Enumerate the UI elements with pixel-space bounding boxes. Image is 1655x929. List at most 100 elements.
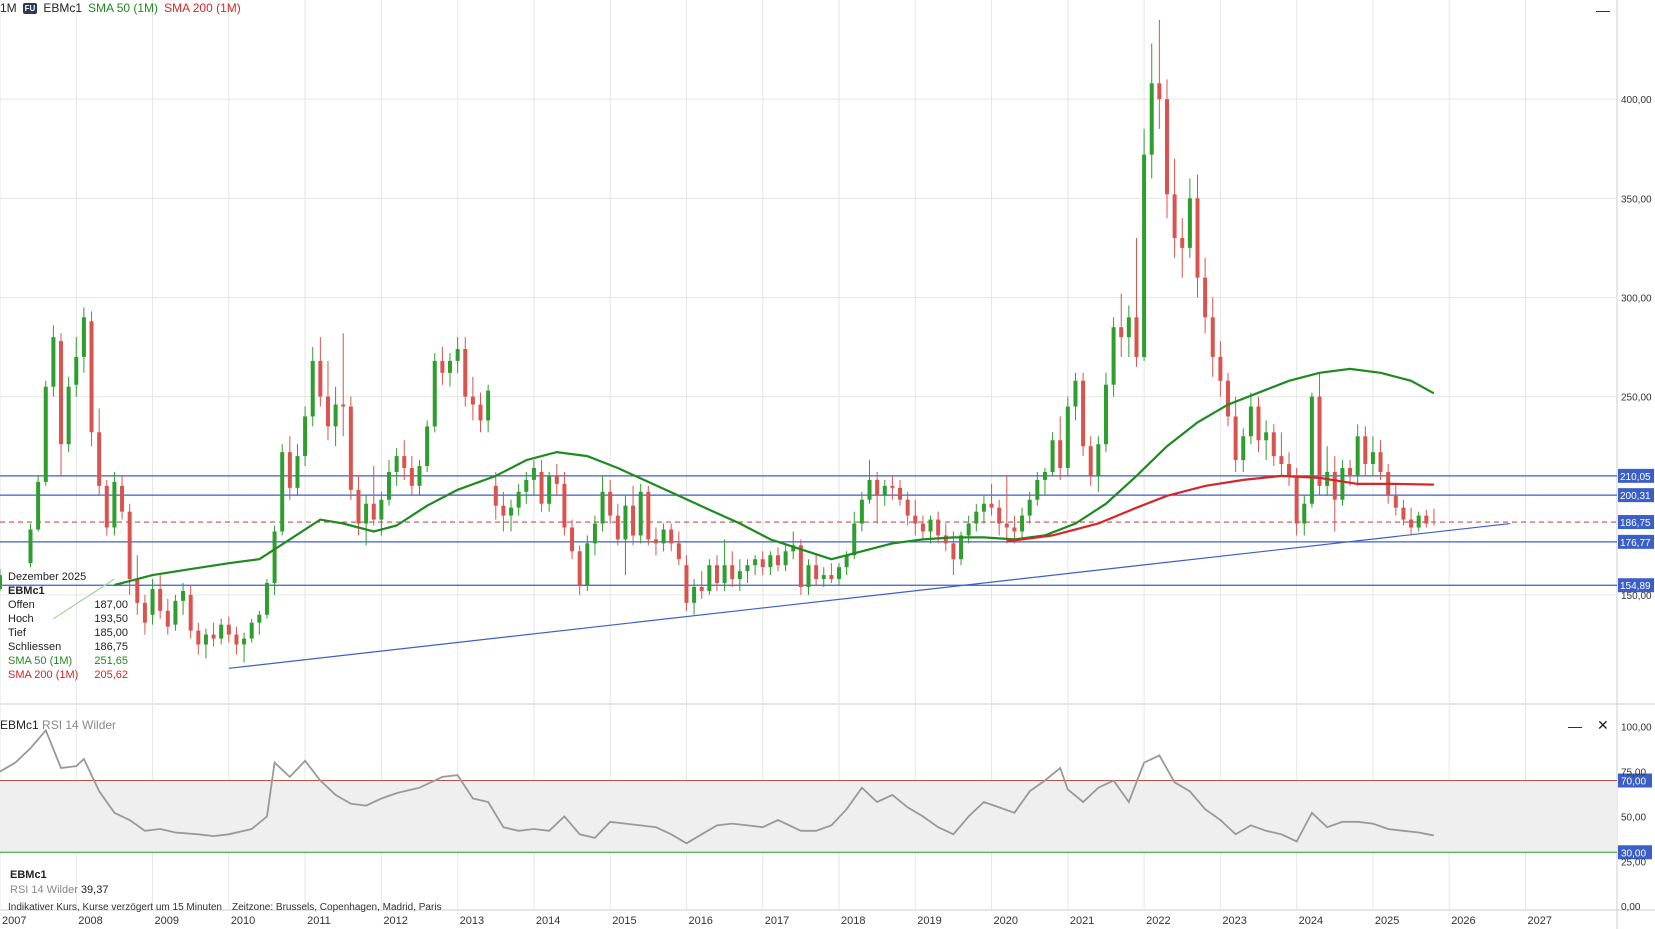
candle-body [303, 416, 308, 457]
candle-body [1416, 515, 1421, 528]
rsi-tick-label: 25,00 [1621, 857, 1646, 868]
candle-body [585, 543, 590, 586]
candle-body [509, 507, 514, 516]
candle-body [432, 360, 437, 427]
axes: 2007 2008 2009 2010 2011 2012 2013 2014 2015 2016… [2, 95, 1652, 927]
candle-body [943, 535, 948, 544]
candle-body [875, 479, 880, 496]
x-tick-label: 2012 [383, 915, 407, 927]
candle-body [211, 634, 216, 639]
chart-header: 1M FU EBMc1 SMA 50 (1M) SMA 200 (1M) [0, 0, 241, 16]
candle-body [562, 483, 567, 528]
candle-body [1172, 194, 1177, 238]
candle-body [997, 507, 1002, 524]
rsi-tick-label: 50,00 [1621, 812, 1646, 823]
candle-body [1134, 317, 1139, 357]
candle-body [28, 529, 33, 564]
candle-body [661, 529, 666, 544]
candle-body [623, 505, 628, 540]
sma200-label[interactable]: SMA 200 (1M) [164, 1, 241, 15]
x-tick-label: 2026 [1451, 915, 1475, 927]
candle-body [249, 622, 254, 639]
legend-high: Hoch 193,50 [8, 613, 128, 625]
sma50-line [114, 367, 1435, 587]
candle-body [493, 485, 498, 506]
candle-body [59, 341, 64, 445]
candle-body [104, 485, 109, 528]
candle-body [0, 575, 2, 589]
candle-body [577, 551, 582, 586]
rsi-close-icon[interactable]: ✕ [1597, 717, 1609, 733]
candle-body [684, 565, 689, 603]
rsi-level-tag [1618, 773, 1652, 788]
x-tick-label: 2017 [765, 915, 789, 927]
candle-body [775, 555, 780, 566]
price-level-tag [1618, 515, 1654, 530]
candle-body [760, 559, 765, 568]
rsi-minimize-icon[interactable]: — [1568, 718, 1582, 734]
candle-body [425, 426, 430, 467]
candle-body [127, 511, 132, 580]
candle-body [1309, 396, 1314, 504]
candle-body [1126, 317, 1131, 338]
legend-sma50: SMA 50 (1M) 251,65 [8, 655, 128, 667]
trendline [228, 522, 1511, 669]
candle-body [341, 404, 346, 407]
rsi-symbol[interactable]: EBMc1 [0, 718, 39, 732]
candle-body [783, 551, 788, 566]
candle-body [371, 503, 376, 520]
sma50-label[interactable]: SMA 50 (1M) [88, 1, 159, 15]
candle-body [730, 565, 735, 580]
candle-body [409, 468, 414, 486]
candle-body [97, 432, 102, 486]
x-tick-label: 2019 [917, 915, 941, 927]
rsi-legend: EBMc1 RSI 14 Wilder 39,37 [10, 868, 108, 898]
candle-body [348, 406, 353, 490]
minimize-icon[interactable]: — [1596, 2, 1610, 18]
x-tick-label: 2027 [1527, 915, 1551, 927]
candle-body [318, 360, 323, 397]
candle-body [257, 614, 262, 623]
rsi-level-tag [1618, 845, 1652, 860]
candle-body [1111, 327, 1116, 385]
candle-body [74, 356, 79, 385]
candle-body [1370, 452, 1375, 465]
candle-body [1317, 396, 1322, 486]
x-tick-label: 2014 [536, 915, 560, 927]
candle-body [798, 545, 803, 587]
symbol-label[interactable]: EBMc1 [43, 1, 83, 15]
candle-body [1401, 507, 1406, 520]
legend-date: Dezember 2025 [8, 571, 87, 583]
candle-body [1073, 380, 1078, 407]
candle-body [150, 588, 155, 615]
candle-body [1424, 515, 1429, 524]
candle-body [714, 565, 719, 584]
candle-body [1294, 475, 1299, 524]
candle-body [1149, 83, 1154, 155]
candle-body [936, 519, 941, 536]
candle-body [1233, 416, 1238, 461]
candle-body [264, 583, 269, 615]
candle-body [486, 390, 491, 421]
rsi-label[interactable]: RSI 14 Wilder [42, 718, 117, 732]
interval-label[interactable]: 1M [0, 1, 17, 15]
candle-body [867, 479, 872, 500]
candle-body [554, 475, 559, 484]
candle-body [181, 590, 186, 601]
candle-body [531, 468, 536, 480]
candle-body [1088, 446, 1093, 476]
trendline [53, 578, 115, 620]
x-tick-label: 2022 [1146, 915, 1170, 927]
candle-body [402, 456, 407, 469]
candle-body [1195, 198, 1200, 278]
candle-body [669, 529, 674, 544]
legend-close: Schliessen 186,75 [8, 641, 128, 653]
candle-body [226, 624, 231, 635]
candle-body [1340, 468, 1345, 500]
candle-body [448, 360, 453, 373]
candle-body [806, 565, 811, 587]
candle-body [821, 575, 826, 580]
candle-body [1210, 317, 1215, 357]
candle-body [463, 349, 468, 397]
candle-body [333, 404, 338, 427]
